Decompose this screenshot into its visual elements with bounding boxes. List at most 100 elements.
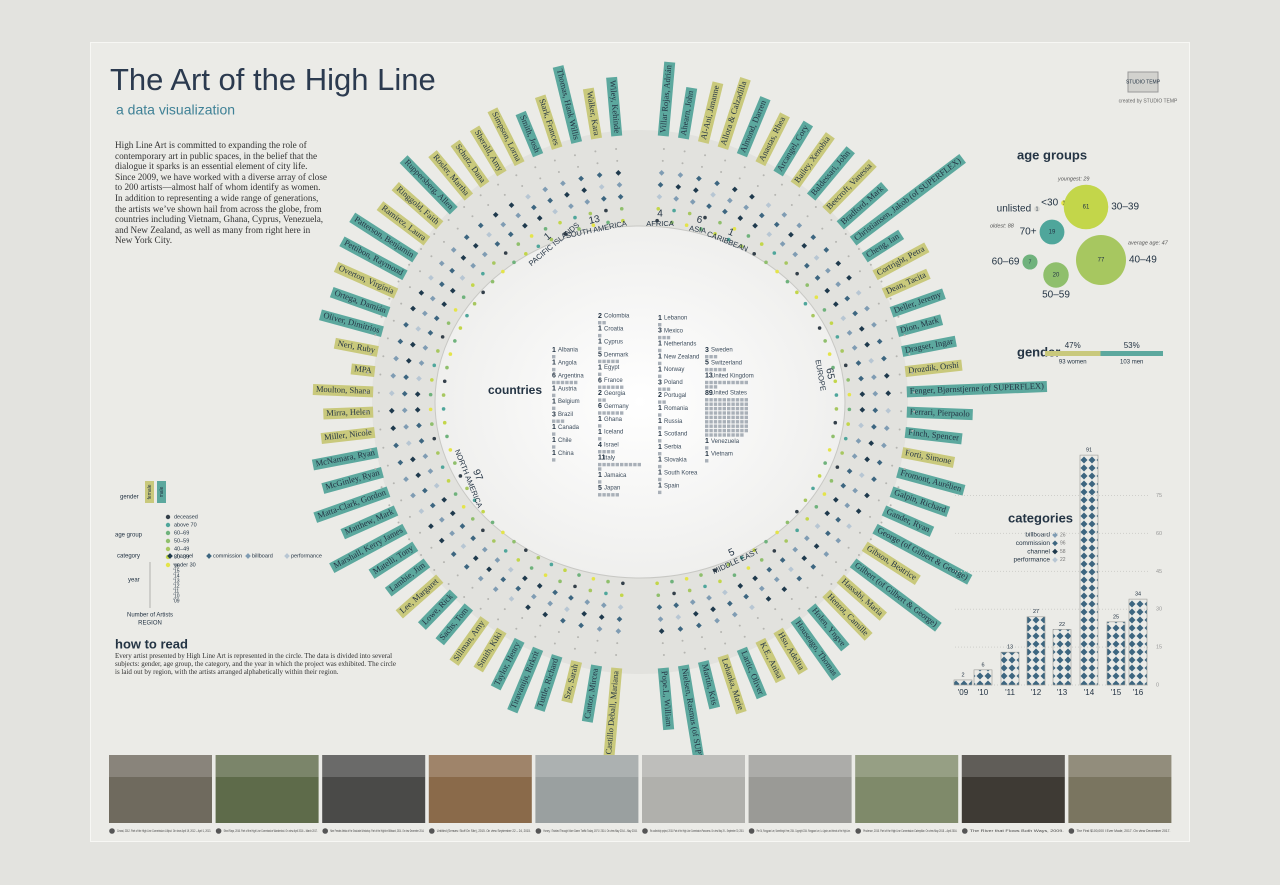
ring-dot [400, 499, 403, 502]
artist-bar [329, 286, 391, 318]
bar-value: 2 [961, 672, 964, 678]
cat-legend-name: performance [1014, 557, 1051, 564]
ring-diamond [835, 516, 841, 523]
country-square [713, 433, 718, 437]
ring-dot [764, 260, 768, 265]
country-square [615, 385, 619, 389]
ring-diamond [801, 242, 808, 249]
ring-dot [397, 280, 400, 283]
artist-bar [836, 182, 889, 230]
ring-dot [895, 355, 898, 358]
country-square [740, 428, 744, 433]
country-square [709, 380, 713, 385]
ring-diamond [858, 325, 865, 332]
country-square [709, 415, 713, 420]
age-count: 7 [1029, 259, 1032, 265]
ring-dot [681, 639, 684, 642]
ring-dot [616, 159, 619, 162]
year-bar [1026, 616, 1046, 686]
ring-dot [364, 410, 367, 413]
ring-diamond [858, 472, 865, 479]
country-name: Egypt [604, 365, 620, 371]
country-count: 6 [552, 373, 556, 380]
ring-dot [515, 627, 518, 630]
age-bubble [1075, 234, 1127, 286]
artist: Ferrari, Pierpaolo [906, 406, 973, 421]
ring-diamond [693, 610, 699, 617]
artist-bar [872, 242, 930, 281]
ring-dot [877, 499, 880, 502]
ring-diamond [766, 566, 773, 573]
country-name: Italy [604, 455, 615, 461]
country-name: Mexico [664, 328, 684, 334]
ring-dot [465, 486, 469, 491]
legend-region-label: REGION [138, 621, 162, 627]
ring-dot [840, 451, 844, 455]
country-square [731, 415, 735, 420]
artist-bar [428, 150, 474, 201]
ring-diamond [773, 221, 780, 228]
year-bar [953, 679, 973, 686]
age-note: youngest: 29 [1057, 176, 1090, 182]
country-count: 1 [598, 326, 602, 333]
country-name: Chile [558, 438, 572, 444]
ring-dot [830, 583, 833, 586]
country-square [606, 411, 611, 415]
legend-age: deceased [174, 514, 198, 520]
ring-diamond [418, 360, 425, 366]
ring-dot [661, 642, 664, 645]
country-square [598, 385, 602, 389]
country-square [598, 437, 602, 441]
ring-diamond [472, 555, 479, 562]
ring-diamond [788, 231, 794, 238]
ring-diamond [390, 425, 397, 432]
country-square [727, 428, 731, 433]
ring-diamond [779, 557, 786, 563]
ring-dot [822, 492, 827, 496]
ring-dot [847, 392, 852, 397]
country-name: Iceland [604, 430, 623, 436]
year-bar [1079, 454, 1099, 686]
artist-bar [349, 212, 419, 263]
ring-dot [458, 326, 463, 330]
ring-dot [596, 162, 599, 165]
ring-diamond [492, 586, 499, 593]
ring-dot [487, 204, 490, 207]
country-name: Denmark [604, 352, 629, 358]
ring-dot [877, 302, 880, 305]
men-count: 103 men [1120, 360, 1143, 366]
ring-diamond [788, 566, 794, 573]
country-square [727, 411, 731, 415]
ring-dot [591, 223, 596, 227]
country-count: 1 [658, 418, 662, 425]
artist-name: Martin, Kris [700, 663, 720, 706]
ring-dot [445, 365, 449, 370]
photo [1068, 755, 1172, 823]
country-square [598, 493, 602, 497]
country-count: 1 [552, 347, 556, 354]
legend-year: '09 [173, 598, 180, 604]
country-square [565, 380, 569, 385]
artist-bar [603, 667, 623, 758]
country-count: 1 [658, 315, 662, 322]
ring-dot [655, 218, 659, 223]
country-square [602, 359, 606, 364]
legend-year: '12 [173, 583, 180, 589]
artist-name: Ferrari, Pierpaolo [910, 406, 970, 418]
ring-dot [683, 150, 686, 153]
country-square [740, 420, 744, 424]
region-count: 4 [657, 209, 663, 220]
ring-dot [908, 449, 911, 452]
ring-dot [823, 339, 827, 343]
ring-dot [869, 515, 872, 518]
country-square [598, 480, 602, 484]
country-count: 1 [658, 457, 662, 464]
country-square [560, 419, 565, 423]
photo [109, 755, 212, 823]
artist-bar [561, 660, 583, 704]
country-square [552, 393, 556, 398]
ring-dot [713, 568, 717, 573]
ring-diamond [560, 180, 566, 187]
ring-diamond [710, 606, 716, 613]
country-square [658, 323, 662, 327]
